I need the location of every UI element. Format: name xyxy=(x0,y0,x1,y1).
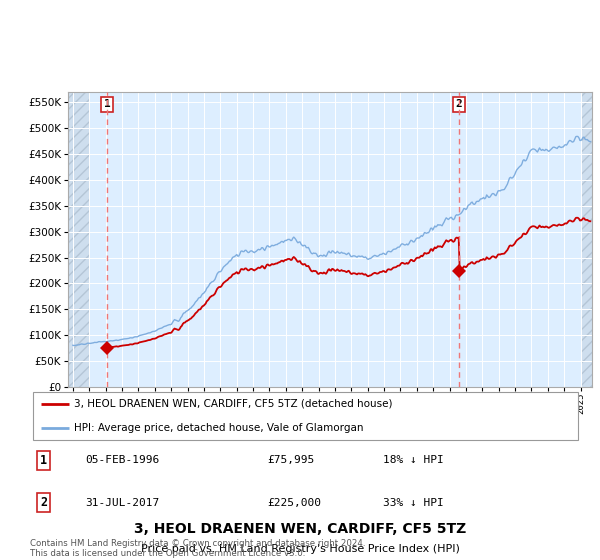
Text: Contains HM Land Registry data © Crown copyright and database right 2024.
This d: Contains HM Land Registry data © Crown c… xyxy=(30,539,365,558)
Text: 31-JUL-2017: 31-JUL-2017 xyxy=(85,498,160,508)
Text: 2: 2 xyxy=(40,496,47,509)
Text: 3, HEOL DRAENEN WEN, CARDIFF, CF5 5TZ (detached house): 3, HEOL DRAENEN WEN, CARDIFF, CF5 5TZ (d… xyxy=(74,399,392,409)
Text: 05-FEB-1996: 05-FEB-1996 xyxy=(85,455,160,465)
Text: 18% ↓ HPI: 18% ↓ HPI xyxy=(383,455,444,465)
Text: 3, HEOL DRAENEN WEN, CARDIFF, CF5 5TZ: 3, HEOL DRAENEN WEN, CARDIFF, CF5 5TZ xyxy=(134,522,466,536)
FancyBboxPatch shape xyxy=(33,392,578,440)
Bar xyxy=(68,92,89,387)
Text: 33% ↓ HPI: 33% ↓ HPI xyxy=(383,498,444,508)
Text: 1: 1 xyxy=(104,99,110,109)
Text: HPI: Average price, detached house, Vale of Glamorgan: HPI: Average price, detached house, Vale… xyxy=(74,423,364,433)
Text: £225,000: £225,000 xyxy=(268,498,322,508)
Bar xyxy=(581,92,592,387)
Text: 1: 1 xyxy=(40,454,47,467)
Text: Price paid vs. HM Land Registry's House Price Index (HPI): Price paid vs. HM Land Registry's House … xyxy=(140,544,460,554)
Text: 2: 2 xyxy=(455,99,463,109)
Text: £75,995: £75,995 xyxy=(268,455,314,465)
